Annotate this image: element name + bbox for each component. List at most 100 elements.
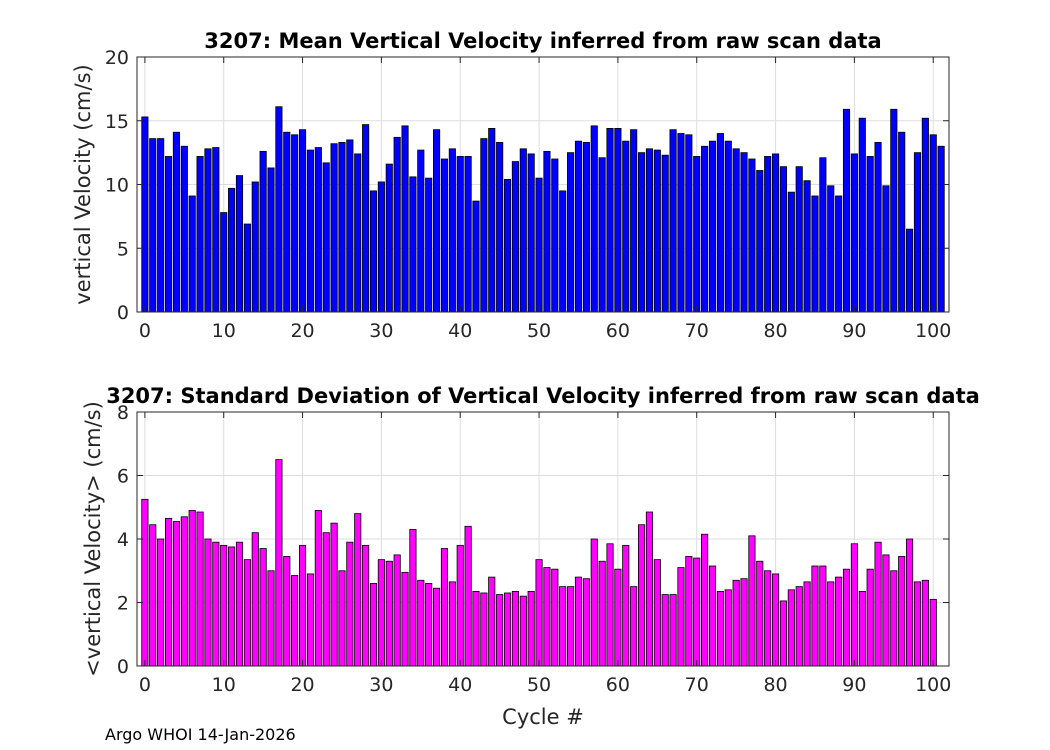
bar-cycle-6: [188, 510, 196, 667]
bar-cycle-79: [764, 156, 772, 313]
bar-cycle-25: [338, 570, 346, 667]
bar-cycle-22: [314, 510, 322, 667]
bar-cycle-2: [157, 138, 165, 313]
bar-cycle-95: [890, 570, 898, 667]
chart-title: 3207: Standard Deviation of Vertical Vel…: [106, 384, 980, 408]
bar-cycle-77: [748, 535, 756, 667]
y-tick-label: 4: [117, 529, 129, 551]
bar-cycle-5: [180, 145, 188, 313]
bar-cycle-70: [693, 557, 701, 667]
y-tick-label: 0: [117, 302, 129, 324]
bar-cycle-21: [306, 573, 314, 667]
bar-cycle-49: [527, 590, 535, 667]
footer-credit: Argo WHOI 14-Jan-2026: [105, 725, 296, 744]
x-tick-label: 90: [842, 320, 866, 342]
bar-cycle-45: [496, 594, 504, 667]
bar-cycle-37: [433, 587, 441, 667]
bar-cycle-47: [511, 590, 519, 667]
bar-cycle-34: [409, 529, 417, 667]
bar-cycle-69: [685, 556, 693, 667]
bar-cycle-67: [669, 129, 677, 313]
bar-cycle-90: [850, 543, 858, 667]
x-tick-label: 0: [139, 674, 151, 696]
bar-cycle-24: [330, 522, 338, 667]
bar-cycle-49: [527, 153, 535, 313]
bar-cycle-56: [582, 578, 590, 667]
chart-title: 3207: Mean Vertical Velocity inferred fr…: [204, 29, 881, 53]
bar-cycle-81: [779, 600, 787, 667]
bar-cycle-60: [614, 127, 622, 313]
bar-cycle-21: [306, 149, 314, 313]
bar-cycle-54: [567, 152, 575, 313]
bar-cycle-80: [772, 153, 780, 313]
bar-cycle-19: [291, 575, 299, 667]
bar-cycle-41: [464, 525, 472, 667]
x-tick-label: 10: [212, 674, 236, 696]
bar-cycle-74: [724, 589, 732, 667]
bar-cycle-69: [685, 134, 693, 313]
bar-cycle-63: [637, 524, 646, 667]
bar-cycle-11: [228, 187, 236, 313]
bar-cycle-84: [803, 180, 811, 313]
bar-cycle-87: [827, 581, 835, 667]
bar-cycle-11: [228, 546, 236, 667]
bar-cycle-83: [795, 586, 803, 667]
bar-cycle-48: [519, 148, 527, 313]
bar-cycle-44: [488, 127, 496, 313]
bar-cycle-53: [559, 586, 567, 667]
bar-cycle-3: [164, 156, 173, 313]
bar-cycle-5: [180, 516, 188, 667]
x-tick-label: 50: [527, 674, 551, 696]
bar-cycle-17: [275, 459, 283, 667]
bar-cycle-85: [811, 565, 819, 667]
bar-cycle-18: [283, 556, 291, 667]
bar-cycle-31: [385, 560, 393, 667]
x-tick-label: 70: [685, 320, 709, 342]
bar-cycle-22: [314, 147, 322, 313]
bar-cycle-28: [362, 544, 370, 667]
bar-cycle-65: [653, 559, 661, 667]
bar-cycle-55: [574, 576, 583, 667]
bar-cycle-8: [204, 148, 212, 313]
bar-cycle-72: [708, 140, 717, 313]
bar-cycle-57: [590, 125, 598, 313]
x-tick-label: 100: [915, 320, 951, 342]
bar-cycle-61: [622, 544, 630, 667]
bar-cycle-86: [819, 565, 827, 667]
bar-cycle-94: [882, 185, 890, 313]
bar-cycle-75: [732, 148, 740, 313]
bar-cycle-83: [795, 166, 803, 313]
bar-cycle-29: [369, 583, 378, 667]
x-tick-label: 20: [290, 674, 314, 696]
x-axis-label: Cycle #: [502, 705, 584, 729]
bar-cycle-13: [243, 223, 251, 313]
bar-cycle-64: [645, 148, 653, 313]
bar-cycle-88: [835, 195, 843, 313]
bar-cycle-86: [819, 157, 827, 313]
bar-cycle-42: [472, 200, 480, 313]
bar-cycle-12: [235, 175, 244, 313]
bar-cycle-85: [811, 195, 819, 313]
bar-cycle-96: [898, 131, 906, 313]
bar-cycle-63: [637, 152, 646, 313]
x-tick-label: 50: [527, 320, 551, 342]
bar-cycle-17: [275, 106, 283, 313]
bar-cycle-10: [220, 212, 228, 313]
bar-cycle-75: [732, 579, 740, 667]
bar-cycle-39: [448, 581, 456, 667]
bar-cycle-101: [937, 145, 945, 313]
bar-cycle-35: [417, 149, 425, 313]
bar-cycle-97: [906, 228, 914, 313]
bar-cycle-99: [921, 117, 929, 313]
bar-cycle-71: [701, 533, 709, 667]
bar-cycle-9: [212, 541, 220, 667]
x-tick-label: 70: [685, 674, 709, 696]
bar-cycle-33: [401, 125, 409, 313]
x-tick-label: 20: [290, 320, 314, 342]
bar-cycle-51: [543, 150, 551, 313]
bar-cycle-36: [425, 583, 433, 667]
bar-cycle-91: [858, 117, 866, 313]
bar-cycle-52: [551, 568, 559, 667]
bar-cycle-94: [882, 554, 890, 667]
y-tick-label: 5: [117, 238, 129, 260]
